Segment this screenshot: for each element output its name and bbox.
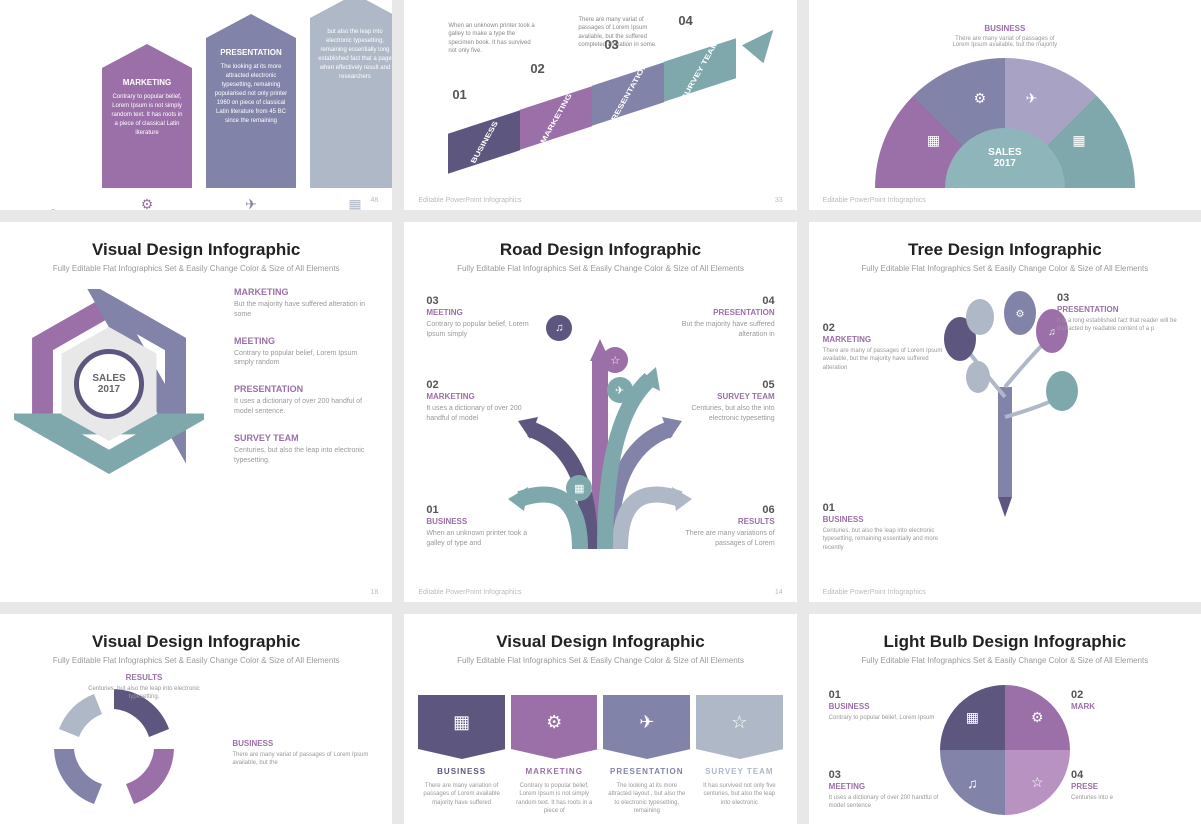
panel-staircase: When an unknown printer took a galley to… xyxy=(404,0,796,210)
plane-icon: ✈ xyxy=(603,695,690,749)
page-number: 48 xyxy=(371,197,379,204)
list-item: 03PRESENTATIONIt is a long established f… xyxy=(1057,292,1187,334)
stair-desc: There are many variat of passages of Lor… xyxy=(578,16,668,50)
arrow-body: Contrary to popular belief, Lorem Ipsum … xyxy=(110,93,184,138)
panel-subtitle: Fully Editable Flat Infographics Set & E… xyxy=(418,264,782,273)
panel-semicircle: BUSINESS There are many variat of passag… xyxy=(809,0,1201,210)
list-item: 01BUSINESSContrary to popular belief, Lo… xyxy=(829,689,939,722)
footer-text: Editable PowerPoint Infographics xyxy=(418,589,521,596)
panel-title: Road Design Infographic xyxy=(418,240,782,260)
plane-icon: ✈ xyxy=(245,196,257,210)
arrow-col-3: PRESENTATION The looking at its more attr… xyxy=(206,38,296,210)
arrow-body: The looking at its more attracted electr… xyxy=(214,63,288,126)
panel-subtitle: Fully Editable Flat Infographics Set & E… xyxy=(823,264,1187,273)
list-item: RESULTSCenturies, but also the leap into… xyxy=(74,673,214,702)
panel-title: Light Bulb Design Infographic xyxy=(823,632,1187,652)
tab-item: ☆SURVEY TEAMIt has survived not only fiv… xyxy=(696,695,783,816)
list-item: MARKETINGBut the majority have suffered … xyxy=(234,287,378,320)
tab-item: ✈PRESENTATIONThe looking at its more att… xyxy=(603,695,690,816)
stair-number: 02 xyxy=(530,61,544,76)
gear-icon: ⚙ xyxy=(141,196,154,210)
list-item: BUSINESSThere are many variat of passage… xyxy=(232,739,372,768)
arrow-col-4: but also the leap into electronic typese… xyxy=(310,18,392,210)
hex-center: SALES2017 xyxy=(74,349,144,419)
plane-icon: ✈ xyxy=(607,377,633,403)
arrow-col-2: MARKETING Contrary to popular belief, Lor… xyxy=(102,68,192,210)
stair-number: 04 xyxy=(678,13,692,28)
panel-bulb: Light Bulb Design Infographic Fully Edit… xyxy=(809,614,1201,824)
footer-text: Editable PowerPoint Infographics xyxy=(823,589,926,596)
list-item: 02MARKETINGThere are many of passages of… xyxy=(823,322,953,372)
grid-icon: ▦ xyxy=(348,196,361,210)
stair-desc: When an unknown printer took a galley to… xyxy=(448,22,538,56)
panel-subtitle: Fully Editable Flat Infographics Set & E… xyxy=(823,656,1187,665)
svg-text:⚙: ⚙ xyxy=(1015,309,1024,320)
list-item: MEETINGContrary to popular belief, Lorem… xyxy=(234,336,378,369)
panel-subtitle: Fully Editable Flat Infographics Set & E… xyxy=(418,656,782,665)
footer-text: Editable PowerPoint Infographics xyxy=(418,197,521,204)
star-icon: ☆ xyxy=(1005,750,1070,815)
panel-subtitle: Fully Editable Flat Infographics Set & E… xyxy=(14,656,378,665)
list-item: 03MEETINGContrary to popular belief, Lor… xyxy=(426,295,536,340)
list-item: 02MARKETINGIt uses a dictionary of over … xyxy=(426,379,536,424)
stair-step: BUSINESS xyxy=(448,110,520,173)
panel-subtitle: Fully Editable Flat Infographics Set & E… xyxy=(14,264,378,273)
hex-list: MARKETINGBut the majority have suffered … xyxy=(234,287,378,481)
star-icon: ☆ xyxy=(696,695,783,749)
page-number: 14 xyxy=(775,589,783,596)
panel-title: Visual Design Infographic xyxy=(14,632,378,652)
gear-icon: ⚙ xyxy=(511,695,598,749)
grid-icon: ▦ xyxy=(418,695,505,749)
panel-title: Visual Design Infographic xyxy=(418,632,782,652)
panel-arrows: MARKETING Contrary to popular belief, Lor… xyxy=(0,0,392,210)
footer-text: Editable PowerPoint Infographics xyxy=(823,197,926,204)
grid-icon: ▦ xyxy=(940,685,1005,750)
page-number: 18 xyxy=(371,589,379,596)
list-item: PRESENTATIONIt uses a dictionary of over… xyxy=(234,384,378,417)
stair-step: MARKETING xyxy=(520,86,592,149)
panel-circular: Visual Design Infographic Fully Editable… xyxy=(0,614,392,824)
list-item: 06RESULTSThere are many variations of pa… xyxy=(665,504,775,549)
stair-number: 03 xyxy=(604,37,618,52)
plane-icon: ✈ xyxy=(1026,90,1038,107)
list-item: 04PRESECenturies into e xyxy=(1071,769,1181,802)
arrow-body: but also the leap into electronic typese… xyxy=(318,28,392,82)
list-item: 02MARK xyxy=(1071,689,1181,714)
grid-icon: ▦ xyxy=(927,132,940,149)
arrow-title: PRESENTATION xyxy=(214,48,288,57)
stair-number: 01 xyxy=(452,87,466,102)
stair-step: SURVEY TEAM xyxy=(664,38,736,101)
panel-tabs: Visual Design Infographic Fully Editable… xyxy=(404,614,796,824)
panel-hexagon: Visual Design Infographic Fully Editable… xyxy=(0,222,392,602)
gear-icon: ⚙ xyxy=(974,90,987,107)
tab-item: ▦BUSINESSThere are many variation of pas… xyxy=(418,695,505,816)
semi-desc: There are many variat of passages of Lor… xyxy=(950,36,1060,48)
grid-icon: ▦ xyxy=(1072,132,1085,149)
semi-title: BUSINESS xyxy=(984,24,1025,33)
list-item: 03MEETINGIt uses a dictionary of over 20… xyxy=(829,769,939,811)
hexagon-chart: SALES2017 xyxy=(14,289,204,479)
list-item: 04PRESENTATIONBut the majority have suff… xyxy=(665,295,775,340)
list-item: 01BUSINESSCenturies, but also the leap i… xyxy=(823,502,953,552)
list-item: 05SURVEY TEAMCenturies, but also the int… xyxy=(665,379,775,424)
page-number: 33 xyxy=(775,197,783,204)
list-item: 01BUSINESSWhen an unknown printer took a… xyxy=(426,504,536,549)
gear-icon: ⚙ xyxy=(1005,685,1070,750)
arrow-title: MARKETING xyxy=(110,78,184,87)
stair-step: PRESENTATION xyxy=(592,62,664,125)
tab-item: ⚙MARKETINGContrary to popular belief, Lo… xyxy=(511,695,598,816)
list-item: SURVEY TEAMCenturies, but also the leap … xyxy=(234,433,378,466)
panel-title: Visual Design Infographic xyxy=(14,240,378,260)
bulb-chart: ▦ ⚙ ♫ ☆ xyxy=(940,685,1070,815)
panel-tree: Tree Design Infographic Fully Editable F… xyxy=(809,222,1201,602)
arrow-head-icon xyxy=(742,21,784,64)
panel-title: Tree Design Infographic xyxy=(823,240,1187,260)
panel-roads: Road Design Infographic Fully Editable F… xyxy=(404,222,796,602)
svg-text:♫: ♫ xyxy=(1048,327,1056,338)
music-icon: ♫ xyxy=(940,750,1005,815)
